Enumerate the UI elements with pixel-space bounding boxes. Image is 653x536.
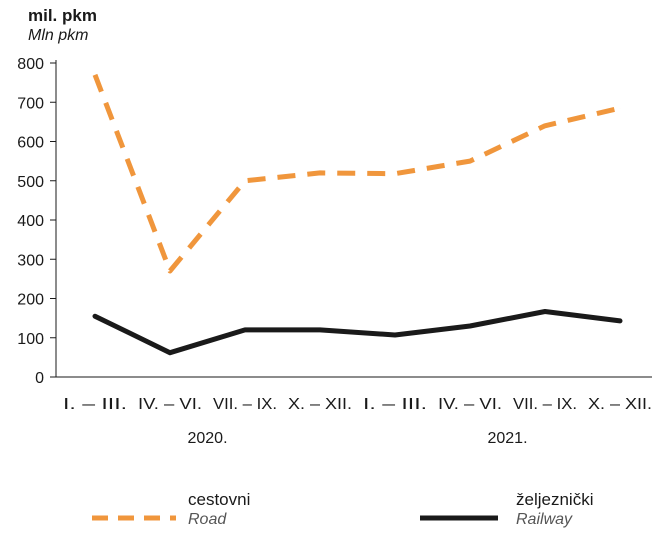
- x-tick-label: VII. – IX.: [513, 396, 577, 413]
- y-axis-label: mil. pkm Mln pkm: [28, 6, 97, 46]
- series-line-railway: [92, 309, 623, 356]
- x-tick-label: I. – III.: [63, 396, 127, 413]
- x-tick-label: VII. – IX.: [213, 396, 277, 413]
- year-group-label: 2021.: [487, 430, 527, 447]
- y-axis-label-primary: mil. pkm: [28, 6, 97, 25]
- plot-area: 0 100 200 300 400 500 600 700 800 I. – III. IV. – …: [17, 56, 652, 447]
- legend-swatch-railway: [420, 515, 498, 521]
- legend-item-road: cestovni Road: [90, 490, 330, 534]
- legend-label-road-secondary: Road: [188, 511, 227, 528]
- y-tick-label: 100: [17, 331, 44, 348]
- legend-label-road: cestovni: [188, 490, 251, 509]
- y-tick-label: 800: [17, 56, 44, 73]
- x-tick-label: I. – III.: [363, 396, 427, 413]
- y-tick-label: 300: [17, 252, 44, 269]
- y-tick-label: 0: [35, 370, 44, 387]
- legend-label-railway-secondary: Railway: [516, 511, 573, 528]
- y-axis-label-secondary: Mln pkm: [28, 27, 89, 44]
- y-tick-label: 500: [17, 174, 44, 191]
- y-tick-label: 200: [17, 292, 44, 309]
- year-group-label: 2020.: [187, 430, 227, 447]
- series-line-road: [92, 73, 621, 274]
- y-tick-label: 700: [17, 95, 44, 112]
- x-tick-label: IV. – VI.: [438, 396, 502, 413]
- legend-item-railway: željeznički Railway: [418, 490, 648, 534]
- x-tick-label: IV. – VI.: [138, 396, 202, 413]
- y-tick-label: 400: [17, 213, 44, 230]
- x-tick-label: X. – XII.: [588, 396, 652, 413]
- y-tick-label: 600: [17, 135, 44, 152]
- legend-label-railway: željeznički: [516, 490, 594, 509]
- legend-swatch-road: [92, 515, 176, 521]
- x-tick-label: X. – XII.: [288, 396, 352, 413]
